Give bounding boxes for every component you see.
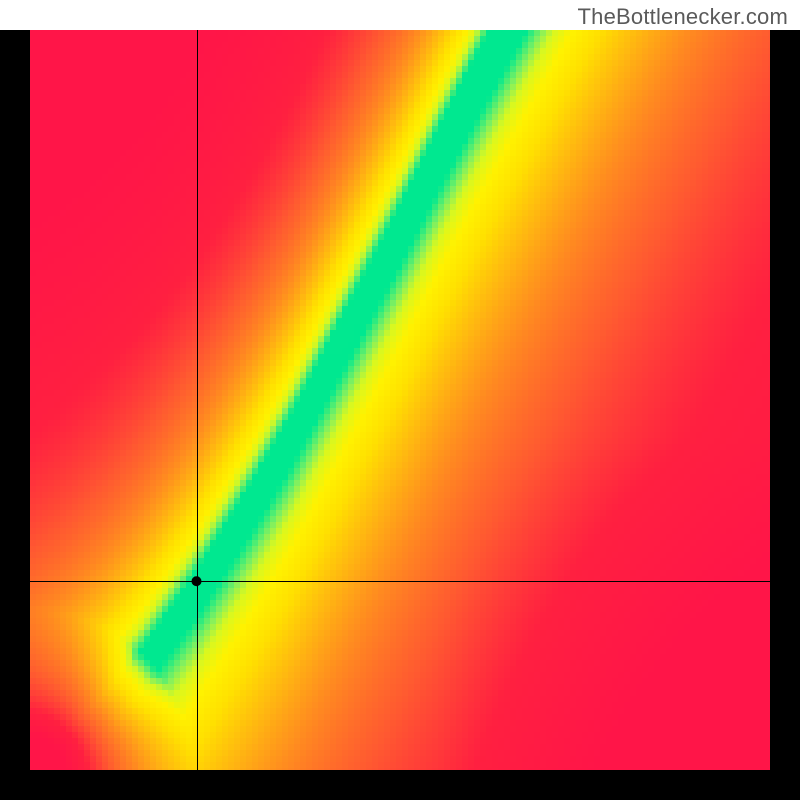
attribution-label: TheBottlenecker.com [578,4,788,30]
bottleneck-heatmap [0,30,800,800]
stage: TheBottlenecker.com [0,0,800,800]
